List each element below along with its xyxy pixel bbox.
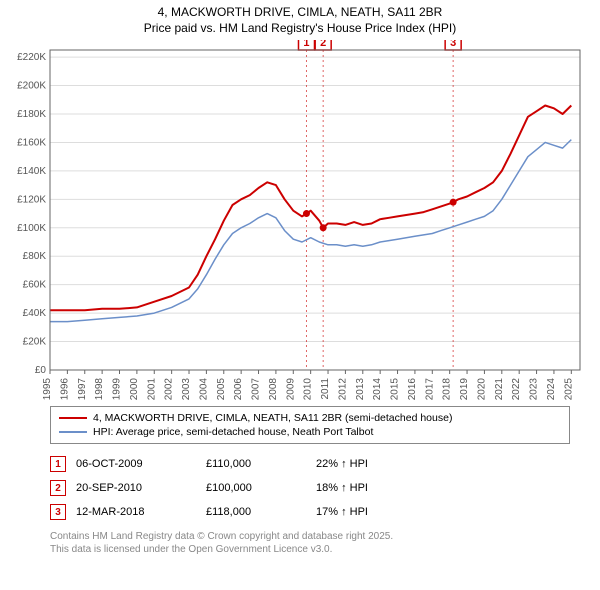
svg-text:£40K: £40K [23, 308, 47, 319]
sales-row: 3 12-MAR-2018 £118,000 17% ↑ HPI [50, 500, 570, 524]
svg-text:2022: 2022 [511, 378, 522, 400]
svg-text:2012: 2012 [337, 378, 348, 400]
svg-text:£180K: £180K [17, 109, 46, 120]
svg-text:£100K: £100K [17, 223, 46, 234]
svg-text:2007: 2007 [251, 378, 262, 400]
svg-text:1995: 1995 [42, 378, 53, 400]
svg-text:1998: 1998 [94, 378, 105, 400]
footer-line-2: This data is licensed under the Open Gov… [50, 543, 570, 556]
svg-text:2014: 2014 [372, 378, 383, 400]
sales-row: 1 06-OCT-2009 £110,000 22% ↑ HPI [50, 452, 570, 476]
svg-text:2005: 2005 [216, 378, 227, 400]
svg-text:3: 3 [450, 40, 456, 49]
footer-line-1: Contains HM Land Registry data © Crown c… [50, 530, 570, 543]
svg-text:£80K: £80K [23, 251, 47, 262]
sales-price: £118,000 [206, 506, 306, 518]
svg-text:2008: 2008 [268, 378, 279, 400]
legend-label: 4, MACKWORTH DRIVE, CIMLA, NEATH, SA11 2… [93, 412, 452, 424]
legend-swatch [59, 431, 87, 433]
svg-text:1997: 1997 [77, 378, 88, 400]
title-line-2: Price paid vs. HM Land Registry's House … [10, 21, 590, 37]
svg-text:2018: 2018 [442, 378, 453, 400]
sales-marker: 3 [50, 504, 66, 520]
svg-text:2020: 2020 [476, 378, 487, 400]
footer-attribution: Contains HM Land Registry data © Crown c… [50, 530, 570, 556]
sales-pct: 22% ↑ HPI [316, 458, 436, 470]
sales-table: 1 06-OCT-2009 £110,000 22% ↑ HPI 2 20-SEP-201… [50, 452, 570, 524]
chart-area: £0 £20K £40K £60K £80K £100K £120K £140K £160K £1… [10, 40, 590, 400]
svg-text:2017: 2017 [424, 378, 435, 400]
svg-text:1996: 1996 [59, 378, 70, 400]
svg-text:2015: 2015 [390, 378, 401, 400]
svg-text:2002: 2002 [164, 378, 175, 400]
svg-text:£120K: £120K [17, 195, 46, 206]
svg-text:£220K: £220K [17, 52, 46, 63]
svg-text:2006: 2006 [233, 378, 244, 400]
sales-row: 2 20-SEP-2010 £100,000 18% ↑ HPI [50, 476, 570, 500]
svg-text:2010: 2010 [303, 378, 314, 400]
sales-marker: 1 [50, 456, 66, 472]
svg-text:£160K: £160K [17, 138, 46, 149]
legend-label: HPI: Average price, semi-detached house,… [93, 426, 373, 438]
svg-text:2009: 2009 [285, 378, 296, 400]
svg-text:2013: 2013 [355, 378, 366, 400]
legend-swatch [59, 417, 87, 419]
svg-text:2023: 2023 [529, 378, 540, 400]
chart-title: 4, MACKWORTH DRIVE, CIMLA, NEATH, SA11 2… [10, 5, 590, 36]
svg-text:2019: 2019 [459, 378, 470, 400]
sales-pct: 17% ↑ HPI [316, 506, 436, 518]
svg-text:2: 2 [320, 40, 326, 49]
chart-svg: £0 £20K £40K £60K £80K £100K £120K £140K £160K £1… [10, 40, 590, 400]
svg-text:2016: 2016 [407, 378, 418, 400]
svg-text:2025: 2025 [563, 378, 574, 400]
svg-text:£140K: £140K [17, 166, 46, 177]
svg-text:2001: 2001 [146, 378, 157, 400]
sales-date: 20-SEP-2010 [76, 482, 196, 494]
svg-text:£60K: £60K [23, 280, 47, 291]
svg-text:£200K: £200K [17, 81, 46, 92]
svg-text:2011: 2011 [320, 378, 331, 400]
title-line-1: 4, MACKWORTH DRIVE, CIMLA, NEATH, SA11 2… [10, 5, 590, 21]
svg-text:2021: 2021 [494, 378, 505, 400]
legend-item: 4, MACKWORTH DRIVE, CIMLA, NEATH, SA11 2… [59, 411, 561, 425]
svg-text:2000: 2000 [129, 378, 140, 400]
svg-text:2004: 2004 [198, 378, 209, 400]
sales-date: 06-OCT-2009 [76, 458, 196, 470]
svg-text:£20K: £20K [23, 337, 47, 348]
sales-pct: 18% ↑ HPI [316, 482, 436, 494]
legend: 4, MACKWORTH DRIVE, CIMLA, NEATH, SA11 2… [50, 406, 570, 444]
svg-text:1999: 1999 [112, 378, 123, 400]
svg-text:£0: £0 [35, 365, 47, 376]
sales-price: £110,000 [206, 458, 306, 470]
sales-marker: 2 [50, 480, 66, 496]
legend-item: HPI: Average price, semi-detached house,… [59, 425, 561, 439]
svg-text:2024: 2024 [546, 378, 557, 400]
svg-text:2003: 2003 [181, 378, 192, 400]
sales-price: £100,000 [206, 482, 306, 494]
sales-date: 12-MAR-2018 [76, 506, 196, 518]
svg-text:1: 1 [303, 40, 309, 49]
